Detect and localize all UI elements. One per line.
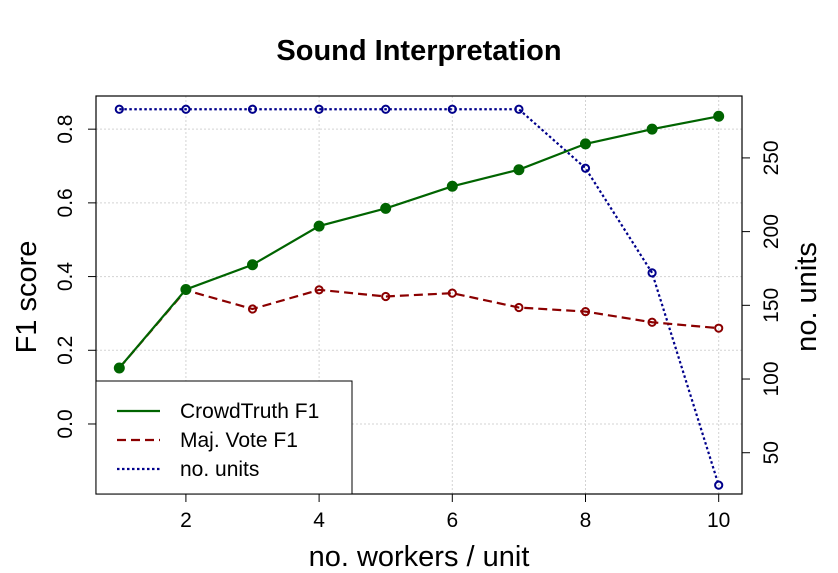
data-point [714, 480, 724, 490]
data-point [646, 123, 658, 135]
data-point [446, 180, 458, 192]
y-axis: 0.0 0.2 0.4 0.6 0.8 [54, 115, 96, 439]
data-point [314, 104, 324, 114]
y2-tick-label: 50 [760, 441, 783, 464]
data-point [714, 323, 724, 333]
series-line [119, 108, 720, 486]
data-point [647, 317, 657, 327]
legend-label: Maj. Vote F1 [180, 429, 298, 452]
series-no-units [114, 104, 724, 490]
y2-tick-label: 150 [760, 288, 783, 323]
data-point [113, 362, 125, 374]
y2-tick-label: 250 [760, 140, 783, 175]
data-point [247, 104, 258, 114]
x-tick-label: 4 [313, 509, 325, 532]
data-point [180, 283, 192, 295]
data-point [114, 104, 124, 114]
y-tick-label: 0.6 [54, 188, 77, 217]
data-point [713, 110, 725, 122]
y2-tick-label: 100 [760, 361, 783, 396]
data-point [181, 104, 191, 114]
y-tick-label: 0.0 [54, 409, 77, 438]
data-point [314, 285, 324, 295]
data-point [447, 104, 457, 114]
data-point [580, 163, 591, 173]
legend-box [95, 380, 353, 495]
series-maj-vote-f1 [114, 285, 724, 373]
chart-title: Sound Interpretation [276, 35, 561, 67]
x-tick-label: 2 [180, 509, 192, 532]
legend-label: no. units [180, 458, 259, 481]
series-line [118, 115, 719, 369]
y-axis-label: F1 score [11, 241, 43, 354]
data-point [447, 288, 457, 298]
plot-frame [95, 95, 743, 495]
legend-entry: Maj. Vote F1 [117, 429, 298, 452]
data-point [247, 259, 259, 271]
series-layer [113, 104, 725, 490]
data-point [247, 304, 258, 314]
data-point [513, 164, 525, 176]
legend-entry: no. units [117, 458, 259, 481]
data-point [647, 268, 657, 278]
data-point [313, 220, 325, 232]
y2-axis: 50 100 150 200 250 [742, 140, 783, 464]
legend-entry: CrowdTruth F1 [117, 400, 319, 423]
x-tick-label: 10 [707, 509, 730, 532]
data-point [579, 138, 591, 150]
data-point [514, 104, 524, 114]
x-axis-label: no. workers / unit [309, 541, 530, 573]
data-point [514, 302, 524, 313]
data-point [381, 104, 391, 114]
y-tick-label: 0.4 [54, 262, 77, 292]
y-tick-label: 0.2 [54, 336, 77, 365]
x-tick-label: 8 [580, 509, 592, 532]
y2-tick-label: 200 [760, 214, 783, 249]
legend-label: CrowdTruth F1 [180, 400, 319, 423]
series-crowdtruth-f1 [113, 110, 725, 374]
x-axis: 2 4 6 8 10 [180, 494, 730, 532]
legend: CrowdTruth F1 Maj. Vote F1 no. units [95, 380, 353, 495]
data-point [580, 306, 591, 317]
x-tick-label: 6 [446, 509, 458, 532]
data-point [380, 202, 392, 214]
y2-axis-label: no. units [791, 242, 823, 352]
y-tick-label: 0.8 [54, 115, 77, 144]
series-line [118, 288, 719, 369]
data-point [381, 291, 391, 302]
